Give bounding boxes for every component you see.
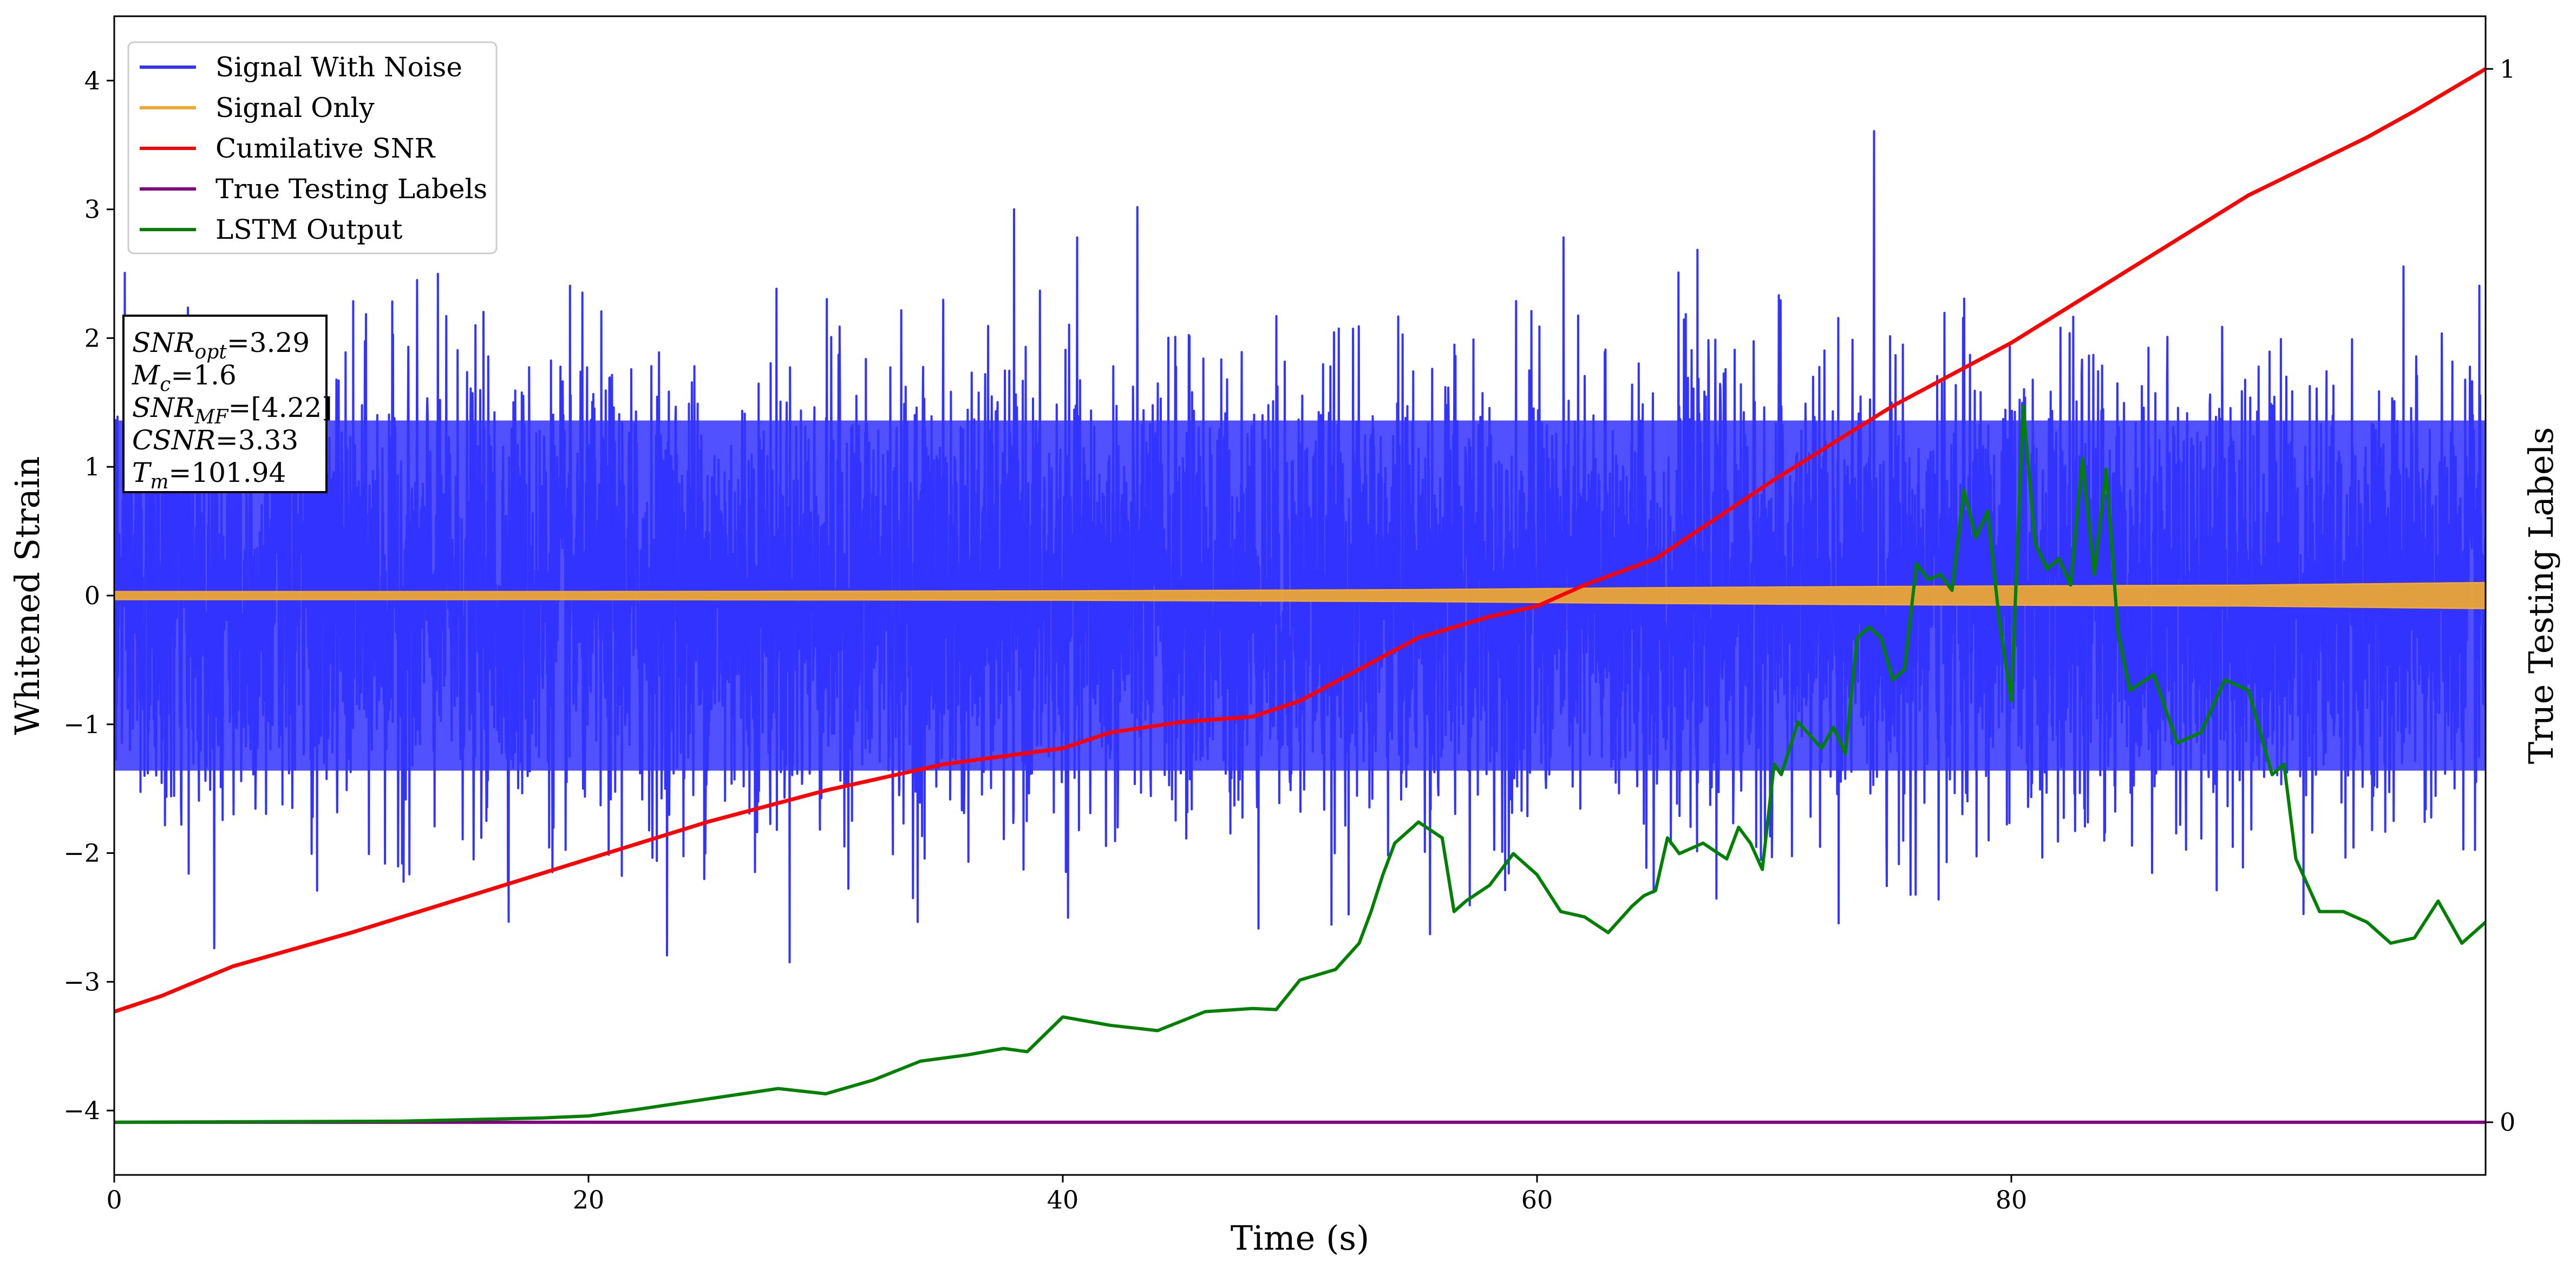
- x-axis-label: Time (s): [1231, 1218, 1370, 1258]
- stats-annotation: SNRopt=3.29Mc=1.6SNRMF=[4.22]CSNR=3.33Tm…: [122, 315, 332, 493]
- stats-value: =[4.22]: [228, 392, 332, 423]
- stats-box: [122, 315, 328, 493]
- legend-box: [127, 41, 498, 254]
- x-axis: 0 20 40 60 80: [106, 1175, 2027, 1214]
- y-axis-label: Whitened Strain: [8, 456, 47, 735]
- y-tick-label: 4: [84, 66, 100, 95]
- stats-lines: SNRopt=3.29Mc=1.6SNRMF=[4.22]CSNR=3.33Tm…: [132, 327, 332, 493]
- stats-symbol: SNR: [132, 327, 195, 358]
- signal-with-noise-line: [114, 130, 2486, 964]
- x-tick-label: 20: [573, 1185, 605, 1214]
- right-axis-series: [114, 67, 2486, 1124]
- stats-line: SNRopt=3.29: [132, 327, 310, 363]
- lstm-output-line: [114, 404, 2486, 1124]
- y-tick-label: 1: [84, 452, 100, 481]
- legend-items: Signal With Noise Signal Only Cumilative S…: [140, 51, 487, 245]
- stats-subscript: opt: [195, 341, 227, 363]
- y-tick-label: −4: [63, 1096, 100, 1125]
- signal-only-band: [114, 582, 2486, 610]
- y-axis-left: −4 −3 −2 −1 0 1 2 3 4: [63, 66, 114, 1125]
- cumilative-snr-line: [114, 67, 2486, 1014]
- legend-label: Cumilative SNR: [215, 133, 435, 164]
- legend: Signal With Noise Signal Only Cumilative S…: [127, 41, 498, 254]
- y-right-tick-label: 1: [2500, 54, 2515, 83]
- y-axis-right-label: True Testing Labels: [2521, 427, 2561, 765]
- legend-label: Signal Only: [215, 92, 375, 123]
- stats-line: Tm=101.94: [132, 457, 286, 493]
- stats-subscript: c: [160, 374, 171, 396]
- y-tick-label: 2: [84, 323, 100, 352]
- y-tick-label: −1: [63, 710, 100, 739]
- x-tick-label: 80: [1996, 1185, 2028, 1214]
- stats-symbol: M: [132, 360, 161, 391]
- stats-value: =1.6: [171, 360, 236, 391]
- y-tick-label: −2: [63, 839, 100, 868]
- stats-subscript: MF: [194, 406, 230, 428]
- stats-line: SNRMF=[4.22]: [132, 392, 332, 428]
- y-tick-label: 0: [84, 581, 100, 610]
- x-tick-label: 40: [1047, 1185, 1079, 1214]
- x-tick-label: 0: [106, 1185, 122, 1214]
- legend-label: Signal With Noise: [215, 51, 462, 83]
- stats-symbol: CSNR: [132, 424, 215, 456]
- stats-symbol: T: [132, 457, 152, 488]
- stats-value: =3.33: [215, 424, 298, 456]
- stats-line: CSNR=3.33: [132, 424, 298, 456]
- signal-only-series: [114, 582, 2486, 610]
- y-axis-right: 01: [2486, 54, 2515, 1137]
- y-tick-label: −3: [63, 967, 100, 996]
- stats-line: Mc=1.6: [132, 360, 237, 396]
- stats-value: =3.29: [227, 327, 310, 358]
- legend-label: LSTM Output: [215, 214, 402, 245]
- y-right-tick-label: 0: [2500, 1108, 2515, 1137]
- stats-value: =101.94: [169, 457, 286, 488]
- y-tick-label: 3: [84, 195, 100, 224]
- legend-label: True Testing Labels: [215, 173, 487, 205]
- stats-subscript: m: [150, 471, 168, 493]
- stats-symbol: SNR: [132, 392, 195, 423]
- x-tick-label: 60: [1521, 1185, 1553, 1214]
